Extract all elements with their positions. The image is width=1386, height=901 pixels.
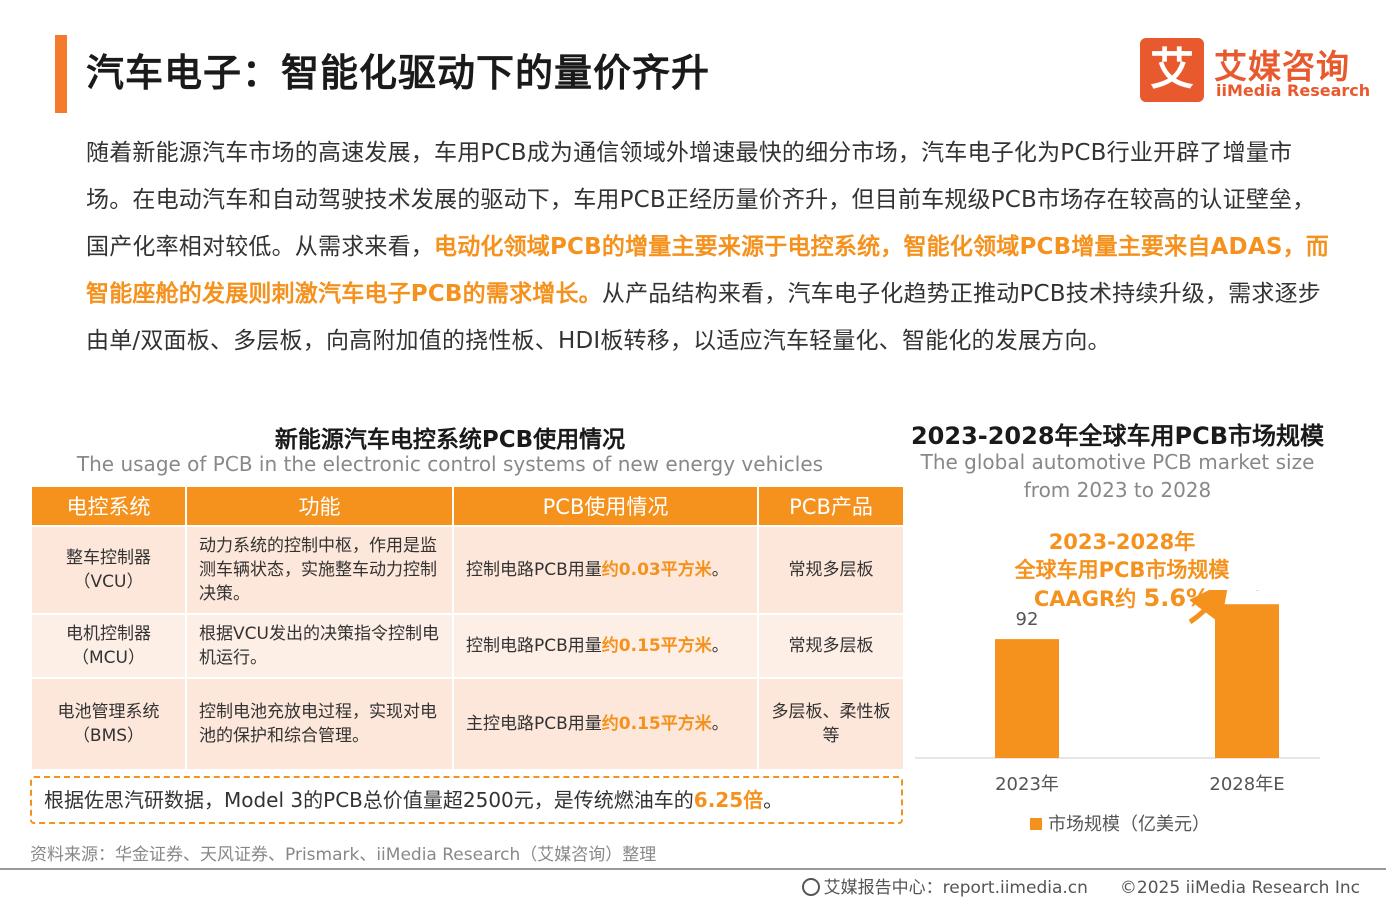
bar-0	[995, 639, 1059, 758]
cell-system: 整车控制器 （VCU）	[30, 525, 187, 615]
intro-paragraph: 随着新能源汽车市场的高速发展，车用PCB成为通信领域外增速最快的细分市场，汽车电…	[86, 130, 1331, 365]
globe-icon	[801, 878, 820, 896]
pcb-usage-table: 电控系统 功能 PCB使用情况 PCB产品 整车控制器 （VCU） 动力系统的控制…	[30, 485, 905, 771]
logo-text-en: iiMedia Research	[1216, 81, 1371, 100]
legend-label: 市场规模（亿美元）	[1048, 814, 1210, 835]
cell-system: 电机控制器 （MCU）	[30, 613, 187, 679]
header-function: 功能	[185, 485, 454, 527]
header-usage: PCB使用情况	[452, 485, 759, 527]
page-title: 汽车电子：智能化驱动下的量价齐升	[86, 51, 711, 95]
cell-system: 电池管理系统 （BMS）	[30, 677, 187, 771]
intro-highlight: 电动化领域PCB的增量主要来源于电控系统，智能化领域PCB增量主要来自ADAS，…	[86, 234, 1329, 307]
header-system: 电控系统	[30, 485, 187, 527]
footer-divider	[0, 868, 1386, 870]
intro-text-2: 从产品结构来看，汽车电子化趋势正推动PCB技术持续升级，需求逐步由单/双面板、多…	[86, 281, 1321, 354]
cell-usage: 控制电路PCB用量约0.15平方米。	[452, 613, 759, 679]
market-size-bar-chart: 92 2023年 119 2028年E	[915, 590, 1320, 795]
table-subtitle: The usage of PCB in the electronic contr…	[76, 452, 824, 476]
chart-annotation: 2023-2028年 全球车用PCB市场规模 CAAGR约 5.6%	[1014, 530, 1230, 612]
table-row: 整车控制器 （VCU） 动力系统的控制中枢，作用是监测车辆状态，实施整车动力控制决…	[30, 525, 905, 615]
cell-usage: 控制电路PCB用量约0.03平方米。	[452, 525, 759, 615]
cell-product: 常规多层板	[757, 525, 905, 615]
cell-function: 动力系统的控制中枢，作用是监测车辆状态，实施整车动力控制决策。	[185, 525, 454, 615]
data-label-0: 92	[1016, 609, 1039, 630]
chart-title: 2023-2028年全球车用PCB市场规模	[910, 422, 1325, 450]
footer: 艾媒报告中心：report.iimedia.cn ©2025 iiMedia Re…	[801, 873, 1360, 898]
table-row: 电机控制器 （MCU） 根据VCU发出的决策指令控制电机运行。 控制电路PCB用量…	[30, 613, 905, 679]
cell-function: 控制电池充放电过程，实现对电池的保护和综合管理。	[185, 677, 454, 771]
logo-mark-icon: 艾	[1140, 38, 1204, 102]
source-note: 资料来源：华金证券、天风证券、Prismark、iiMedia Research…	[30, 845, 657, 865]
footer-site: 艾媒报告中心：report.iimedia.cn	[823, 878, 1088, 898]
cell-product: 多层板、柔性板等	[757, 677, 905, 771]
brand-logo: 艾 艾媒咨询 iiMedia Research	[1140, 38, 1370, 104]
data-label-1: 119	[1230, 590, 1264, 595]
table-title: 新能源汽车电控系统PCB使用情况	[274, 427, 626, 453]
chart-subtitle: The global automotive PCB market size fr…	[920, 450, 1315, 502]
table-header-row: 电控系统 功能 PCB使用情况 PCB产品	[30, 485, 905, 527]
chart-legend: 市场规模（亿美元）	[1030, 810, 1210, 836]
header-product: PCB产品	[757, 485, 905, 527]
intro-text-1: 随着新能源汽车市场的高速发展，车用PCB成为通信领域外增速最快的细分市场，汽车电…	[86, 140, 1316, 260]
cell-function: 根据VCU发出的决策指令控制电机运行。	[185, 613, 454, 679]
table-row: 电池管理系统 （BMS） 控制电池充放电过程，实现对电池的保护和综合管理。 主控电…	[30, 677, 905, 771]
legend-swatch	[1030, 818, 1042, 830]
x-tick-label-0: 2023年	[995, 774, 1059, 795]
note-callout: 根据佐思汽研数据，Model 3的PCB总价值量超2500元，是传统燃油车的6.…	[30, 776, 903, 824]
footer-copyright: ©2025 iiMedia Research Inc	[1119, 878, 1360, 898]
x-tick-label-1: 2028年E	[1209, 774, 1284, 795]
growth-arrow-icon	[1188, 590, 1230, 625]
title-accent-bar	[55, 35, 67, 113]
cell-usage: 主控电路PCB用量约0.15平方米。	[452, 677, 759, 771]
logo-text-cn: 艾媒咨询	[1214, 47, 1350, 86]
cell-product: 常规多层板	[757, 613, 905, 679]
bar-1	[1215, 604, 1279, 758]
